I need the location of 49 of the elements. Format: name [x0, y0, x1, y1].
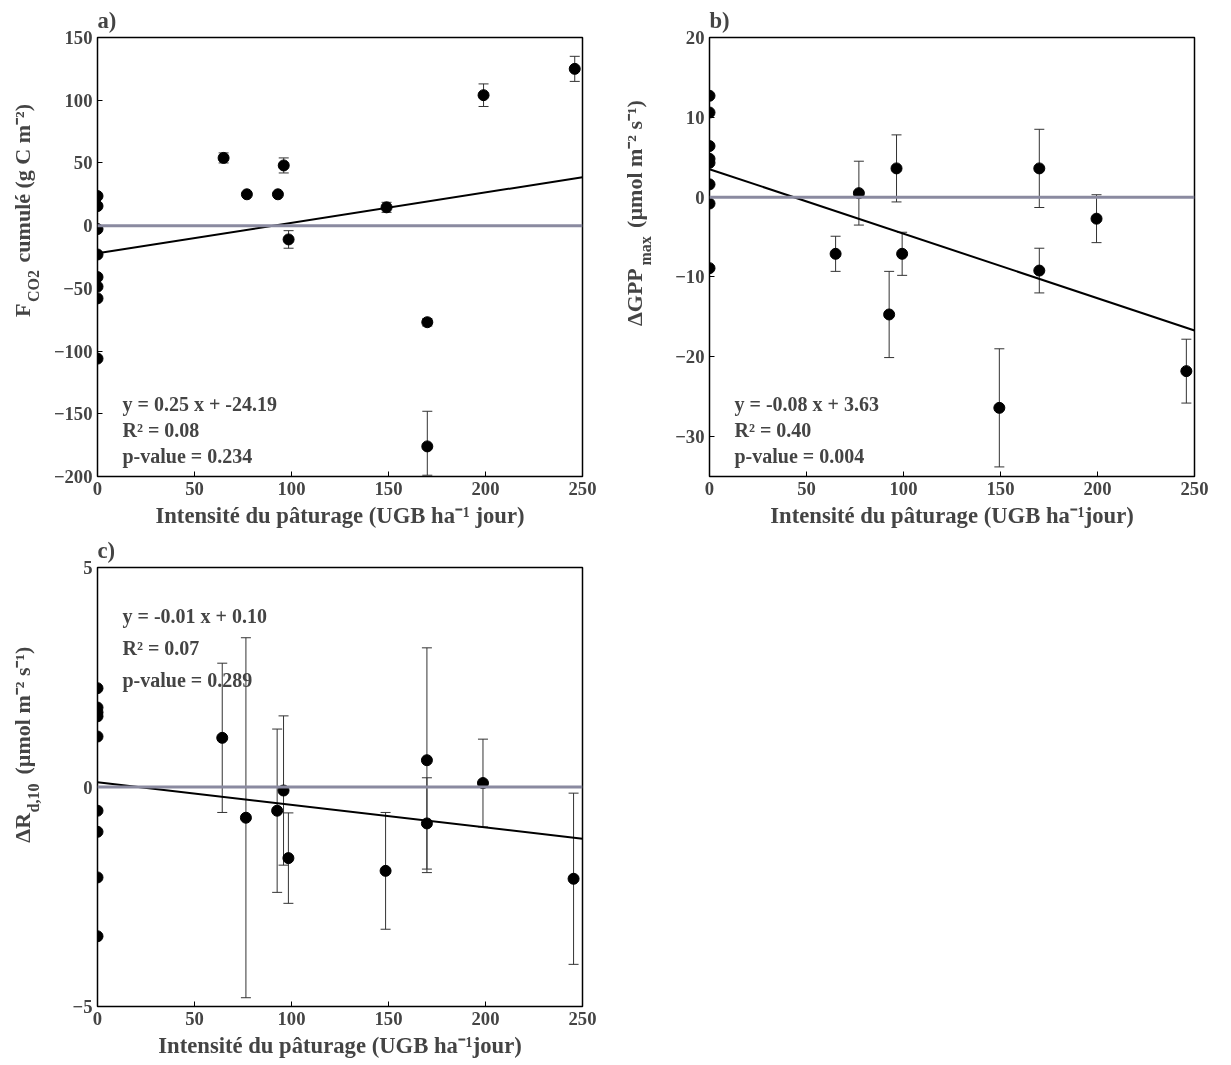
annotation: y = 0.25 x + -24.19	[122, 392, 277, 416]
x-axis-title: Intensité du pâturage (UGB ha⁻¹ jour)	[155, 502, 525, 528]
y-tick-label: −200	[53, 466, 93, 487]
x-tick-label: 100	[277, 1007, 306, 1029]
annotation: y = -0.01 x + 0.10	[122, 604, 267, 628]
y-tick-label: −50	[63, 277, 93, 299]
x-tick-label: 200	[471, 1007, 500, 1029]
y-tick-label: 50	[73, 152, 93, 174]
x-axis-title: Intensité du pâturage (UGB ha⁻¹jour)	[158, 1032, 522, 1058]
y-axis-title: ΔRd,10 (µmol m⁻² s⁻¹)	[9, 646, 42, 843]
y-tick-label: −20	[675, 346, 705, 368]
x-tick-label: 100	[277, 477, 306, 499]
y-tick-label: 5	[83, 557, 93, 578]
x-axis-title: Intensité du pâturage (UGB ha⁻¹jour)	[770, 502, 1134, 528]
x-tick-label: 250	[568, 477, 597, 499]
y-tick-label: 10	[685, 106, 705, 128]
annotation: R² = 0.07	[122, 636, 200, 659]
y-tick-label: −30	[675, 426, 705, 448]
x-tick-label: 150	[986, 477, 1015, 499]
x-tick-label: 150	[374, 1007, 403, 1029]
annotation: p-value = 0.004	[734, 444, 865, 468]
x-tick-label: 150	[374, 477, 403, 499]
y-tick-label: 0	[83, 776, 93, 798]
y-tick-label: −150	[53, 403, 93, 425]
x-tick-label: 50	[185, 477, 204, 499]
y-axis-title: FCO2 cumulé (g C m⁻²)	[9, 104, 42, 318]
y-tick-label: 20	[685, 27, 705, 48]
y-axis-title: ΔGPPmax (µmol m⁻² s⁻¹)	[621, 100, 654, 327]
y-tick-label: −100	[53, 340, 93, 362]
x-tick-label: 100	[889, 477, 918, 499]
y-tick-label: −5	[72, 996, 93, 1017]
chart-title: a)	[97, 7, 117, 33]
annotation: y = -0.08 x + 3.63	[734, 392, 879, 416]
chart-title: b)	[709, 7, 730, 33]
x-tick-label: 200	[471, 477, 500, 499]
x-tick-label: 50	[797, 477, 816, 499]
annotation: R² = 0.40	[734, 418, 812, 441]
annotation: p-value = 0.234	[122, 444, 253, 468]
chart-title: c)	[97, 537, 116, 563]
y-tick-label: 0	[83, 215, 93, 237]
y-tick-label: 0	[695, 186, 705, 208]
x-tick-label: 200	[1083, 477, 1112, 499]
annotation: R² = 0.08	[122, 418, 200, 441]
x-tick-label: 250	[1180, 477, 1209, 499]
y-tick-label: 150	[64, 27, 93, 48]
y-tick-label: 100	[64, 89, 93, 111]
x-tick-label: 250	[568, 1007, 597, 1029]
y-tick-label: −10	[675, 266, 705, 288]
x-tick-label: 50	[185, 1007, 204, 1029]
